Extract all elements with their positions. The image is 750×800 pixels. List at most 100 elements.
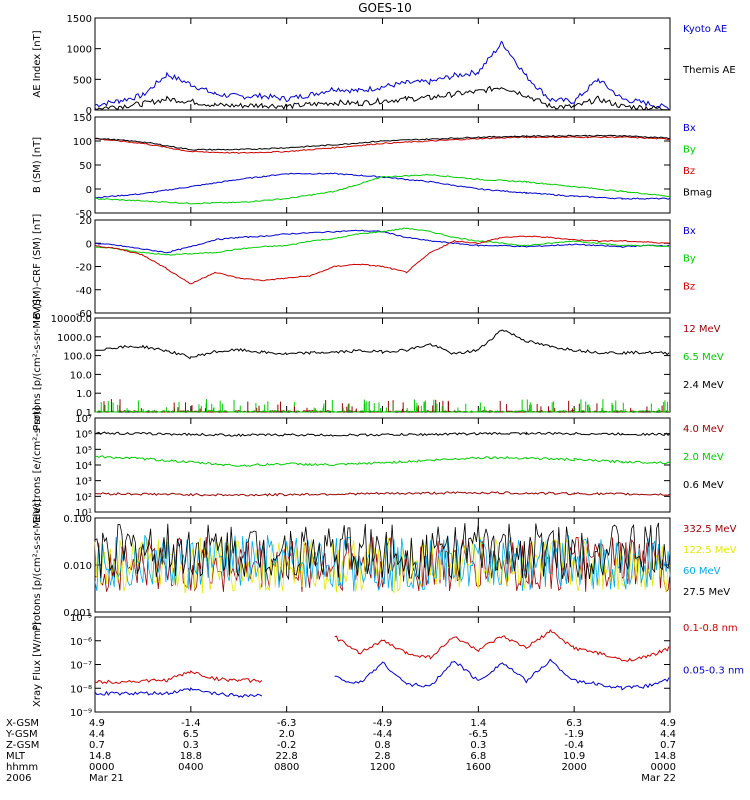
y-tick-label: -40 <box>76 286 92 297</box>
panel-frame <box>94 116 671 214</box>
y-tick-label: 500 <box>73 75 92 86</box>
panel-6: 0.001 0.010 0.100 Protons [p/(cm²-s-sr-MeV)… <box>32 499 737 631</box>
panel-1: 0 500 1000 1500 AE Index [nT] Kyoto AE Themis … <box>32 14 736 117</box>
y-tick-label: 1.0 <box>76 389 92 400</box>
axis-cell: Mar 22 <box>641 773 676 784</box>
axis-cell: 14.8 <box>89 751 111 762</box>
axis-cell: 0400 <box>178 762 203 773</box>
series-line <box>95 172 671 200</box>
y-tick-label: 1000 <box>67 45 92 56</box>
panel-4: 0.1 1.0 10.0 100.0 1000.0 10000.0 Protons [p/(… <box>32 299 724 431</box>
y-tick-label: 0 <box>86 239 92 250</box>
series-line <box>94 491 671 497</box>
series-line <box>94 431 671 438</box>
series-line <box>94 455 671 467</box>
axis-cell: -0.2 <box>277 740 297 751</box>
y-tick-label: 20 <box>79 216 92 227</box>
panel-frame <box>94 17 671 111</box>
legend-entry: 27.5 MeV <box>683 587 730 598</box>
y-tick-label: 10.0 <box>70 370 92 381</box>
y-tick-label: 0 <box>86 185 92 196</box>
y-tick-label: 10¹ <box>75 508 92 519</box>
axis-cell: 2.0 <box>279 729 295 740</box>
axis-row-label: Y-GSM <box>5 729 38 740</box>
axis-cell: -4.4 <box>373 729 393 740</box>
axis-cell: 0.7 <box>660 740 676 751</box>
series-line <box>94 229 670 254</box>
y-axis-label: B (SM)-CRF (SM) [nT] <box>32 214 43 320</box>
y-axis-label: Protons [p/(cm²-s-sr-MeV)] <box>32 299 43 431</box>
legend-entry: 0.1-0.8 nm <box>683 623 738 634</box>
axis-cell: 6.3 <box>566 718 582 729</box>
panel-frame <box>94 417 671 513</box>
axis-row-label: Z-GSM <box>6 740 39 751</box>
series-line <box>94 670 263 684</box>
legend-entry: Bz <box>683 166 695 177</box>
y-axis-label: Electrons [e/(cm²-s-sr)] <box>32 407 43 523</box>
axis-cell: 0000 <box>89 762 114 773</box>
series-line <box>95 409 670 413</box>
series-line <box>94 536 671 593</box>
axis-cell: 4.9 <box>660 718 676 729</box>
axis-cell: -6.3 <box>277 718 297 729</box>
legend-entry: Bz <box>683 281 695 292</box>
y-tick-label: 0.1 <box>76 408 92 419</box>
y-axis-label: B (SM) [nT] <box>32 137 43 193</box>
axis-cell: 6.5 <box>183 729 199 740</box>
axis-cell: 22.8 <box>276 751 298 762</box>
y-axis-label: Protons [p/(cm²-s-sr-MeV)] <box>32 499 43 631</box>
axis-cell: 0.3 <box>183 740 199 751</box>
panel-2: -50 0 50 100 150 B (SM) [nT] Bx By Bz Bmag <box>32 113 712 220</box>
y-tick-label: -50 <box>76 209 92 220</box>
series-line <box>334 628 670 662</box>
legend-entry: 332.5 MeV <box>683 524 737 535</box>
axis-cell: 0.7 <box>89 740 105 751</box>
legend-entry: 0.6 MeV <box>683 480 724 491</box>
series-line <box>94 522 671 581</box>
panel-3: -60 -40 -20 0 20 B (SM)-CRF (SM) [nT] Bx By Bz <box>32 214 696 320</box>
series-line <box>94 329 670 360</box>
series-line <box>94 173 671 205</box>
y-tick-label: 100 <box>73 137 92 148</box>
axis-cell: 1200 <box>370 762 395 773</box>
legend-entry: By <box>683 254 696 265</box>
legend-entry: 2.0 MeV <box>683 452 724 463</box>
y-tick-label: 1000.0 <box>57 333 92 344</box>
series-line <box>94 85 669 111</box>
legend-entry: Bx <box>683 123 696 134</box>
series-line <box>94 40 670 111</box>
axis-cell: 2000 <box>561 762 586 773</box>
axis-cell: -1.4 <box>181 718 201 729</box>
series-line <box>94 135 671 154</box>
panel-7: 10⁻⁹ 10⁻⁸ 10⁻⁷ 10⁻⁶ 10⁻⁵ Xray Flux [W/m²] 0.1-… <box>32 613 744 719</box>
y-tick-label: 100.0 <box>63 352 92 363</box>
y-tick-label: 10⁷ <box>75 414 92 425</box>
series-line <box>94 227 670 256</box>
series-line <box>334 658 670 691</box>
y-tick-label: 10⁴ <box>75 461 92 472</box>
axis-cell: 4.9 <box>89 718 105 729</box>
legend-entry: 0.05-0.3 nm <box>683 666 744 677</box>
legend-entry: Kyoto AE <box>683 24 727 35</box>
axis-cell: Mar 21 <box>89 773 124 784</box>
legend-entry: Themis AE <box>682 65 736 76</box>
y-tick-label: 50 <box>79 161 92 172</box>
axis-cell: 14.8 <box>654 751 676 762</box>
legend-entry: Bmag <box>683 188 712 199</box>
axis-cell: 0800 <box>274 762 299 773</box>
axis-cell: 4.4 <box>660 729 676 740</box>
axis-cell: 0.8 <box>375 740 391 751</box>
axis-table: X-GSMY-GSMZ-GSMMLThhmm20064.94.40.714.80… <box>5 718 676 784</box>
y-tick-label: 10² <box>75 492 92 503</box>
panel-frame <box>94 317 671 413</box>
y-tick-label: 0 <box>86 106 92 117</box>
axis-cell: 18.8 <box>180 751 202 762</box>
series-line <box>94 687 263 698</box>
y-axis-label: AE Index [nT] <box>32 30 43 97</box>
y-tick-label: 10⁻⁷ <box>70 661 92 672</box>
axis-cell: -0.4 <box>564 740 584 751</box>
y-tick-label: 10000.0 <box>51 314 92 325</box>
axis-row-label: MLT <box>6 751 26 762</box>
axis-cell: 0.3 <box>470 740 486 751</box>
